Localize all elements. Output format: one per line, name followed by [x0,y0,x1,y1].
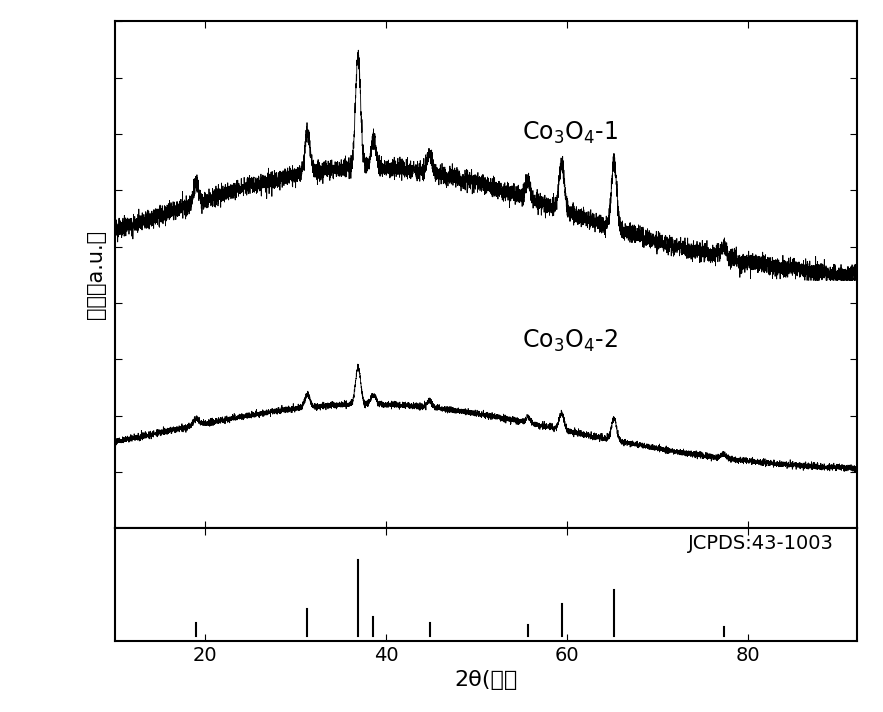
Y-axis label: 强度（a.u.）: 强度（a.u.） [87,230,107,319]
Text: Co$_3$O$_4$-1: Co$_3$O$_4$-1 [522,120,617,146]
Text: JCPDS:43-1003: JCPDS:43-1003 [689,534,834,553]
X-axis label: 2θ(度）: 2θ(度） [454,670,517,690]
Text: Co$_3$O$_4$-2: Co$_3$O$_4$-2 [522,328,617,354]
